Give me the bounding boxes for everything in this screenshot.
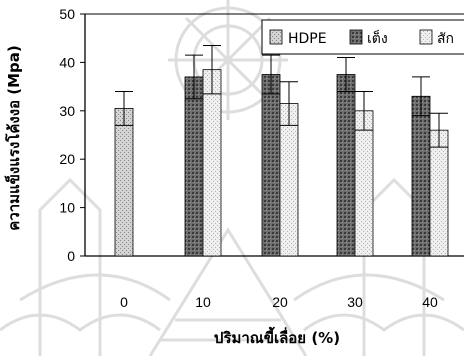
bar-teng-40 [411, 95, 431, 257]
bar-sak-20 [279, 103, 299, 257]
y-tick-label: 40 [59, 54, 75, 70]
bar-teng-30 [336, 74, 356, 257]
x-tick-label: 0 [120, 294, 128, 310]
legend-label-teng: เต็ง [367, 29, 388, 47]
x-tick-label: 20 [272, 294, 288, 310]
legend-swatch-teng [349, 29, 363, 45]
x-tick-label: 10 [195, 294, 211, 310]
legend-swatch-sak [419, 29, 433, 45]
y-tick-label: 50 [59, 6, 75, 22]
y-tick-label: 0 [67, 248, 75, 264]
bar-sak-30 [354, 110, 374, 257]
legend-label-hdpe: HDPE [288, 31, 327, 47]
bar-sak-10 [202, 69, 222, 257]
bar-teng-20 [261, 74, 281, 257]
y-axis-title: ความแข็งแรงโค้งงอ (Mpa) [4, 45, 23, 231]
y-tick-label: 10 [59, 200, 75, 216]
x-tick-label: 40 [422, 294, 438, 310]
bar-sak-40 [429, 129, 449, 257]
y-tick-label: 30 [59, 103, 75, 119]
bar-teng-10 [184, 76, 204, 257]
legend: HDPE เต็ง สัก [261, 19, 464, 55]
x-axis-title: ปริมาณขี้เลื่อย (%) [214, 326, 340, 347]
y-tick-label: 20 [59, 151, 75, 167]
bar-hdpe-0 [114, 107, 134, 257]
x-tick-label: 30 [347, 294, 363, 310]
legend-swatch-hdpe [269, 29, 283, 45]
legend-label-sak: สัก [437, 31, 454, 47]
